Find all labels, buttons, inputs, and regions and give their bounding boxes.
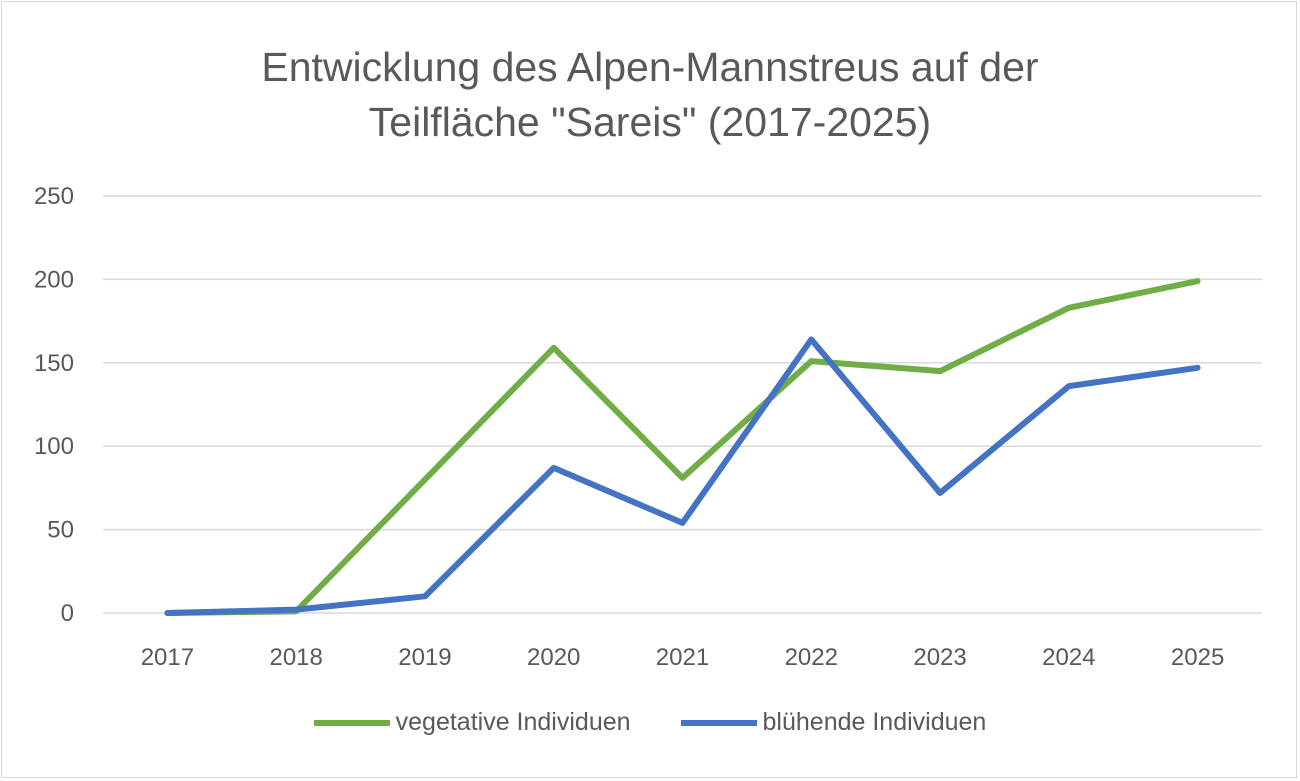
x-tick-label: 2023: [913, 644, 966, 671]
legend-label-vegetative: vegetative Individuen: [395, 708, 631, 736]
legend-item-bluehende: blühende Individuen: [680, 708, 987, 737]
legend-label-bluehende: blühende Individuen: [762, 708, 987, 736]
x-tick-label: 2019: [398, 644, 451, 671]
x-tick-label: 2020: [527, 644, 580, 671]
x-tick-label: 2024: [1042, 644, 1095, 671]
legend-item-vegetative: vegetative Individuen: [313, 708, 631, 737]
chart-title: Entwicklung des Alpen-Mannstreus auf der…: [0, 40, 1300, 150]
y-tick-label: 250: [34, 183, 74, 210]
x-tick-label: 2021: [656, 644, 709, 671]
x-tick-label: 2022: [785, 644, 838, 671]
y-tick-label: 200: [34, 266, 74, 293]
y-tick-label: 0: [61, 600, 74, 627]
y-tick-label: 50: [47, 517, 74, 544]
x-tick-label: 2025: [1171, 644, 1224, 671]
x-tick-label: 2017: [141, 644, 194, 671]
legend: vegetative Individuen blühende Individue…: [0, 708, 1300, 737]
chart-title-line1: Entwicklung des Alpen-Mannstreus auf der: [261, 44, 1039, 90]
x-tick-label: 2018: [269, 644, 322, 671]
y-tick-label: 100: [34, 433, 74, 460]
y-tick-label: 150: [34, 350, 74, 377]
legend-swatch-bluehende: [680, 719, 757, 726]
chart-title-line2: Teilfläche "Sareis" (2017-2025): [368, 99, 932, 145]
legend-swatch-vegetative: [313, 719, 390, 726]
series-line-vegetative: [164, 278, 1201, 616]
